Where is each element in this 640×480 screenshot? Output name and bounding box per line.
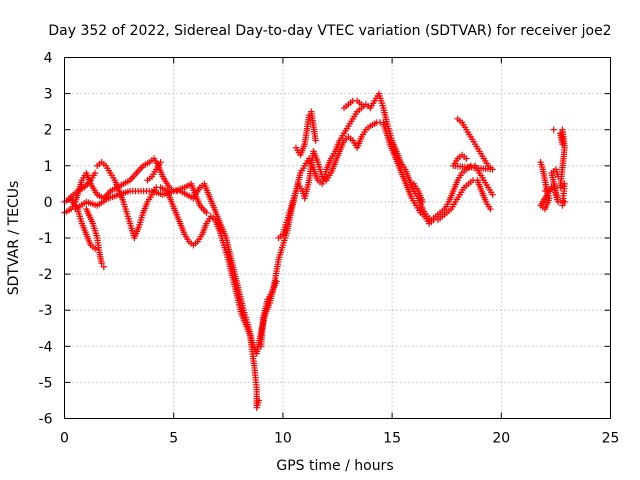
data-point — [358, 101, 365, 108]
x-axis-title: GPS time / hours — [276, 458, 393, 474]
x-tick-label: 25 — [602, 431, 620, 447]
grid — [64, 57, 611, 419]
y-tick-label: -3 — [39, 303, 53, 319]
plot-frame — [64, 57, 611, 419]
data-point — [255, 397, 263, 404]
data-point — [312, 137, 319, 144]
y-axis-title: SDTVAR / TECUs — [6, 181, 22, 296]
data-points — [61, 90, 568, 411]
y-tick-label: 4 — [44, 51, 53, 67]
data-point — [463, 155, 470, 162]
data-point — [98, 260, 105, 267]
data-point — [273, 278, 280, 285]
data-point — [419, 198, 426, 206]
y-tick-label: 0 — [44, 195, 53, 211]
data-point — [541, 187, 549, 195]
chart-title: Day 352 of 2022, Sidereal Day-to-day VTE… — [48, 23, 611, 39]
data-point — [559, 202, 566, 209]
y-tick-label: -5 — [39, 375, 53, 391]
y-tick-label: -1 — [39, 231, 53, 247]
data-point — [157, 158, 164, 166]
data-point — [550, 126, 557, 133]
x-tick-label: 20 — [492, 431, 510, 447]
axis-ticks: 0 5 10 15 20 25 -6 -5 -4 -3 -2 -1 0 1 2 3 4 — [39, 51, 620, 447]
x-tick-label: 5 — [169, 431, 178, 447]
y-tick-label: -4 — [39, 339, 53, 355]
data-point — [561, 198, 568, 206]
y-tick-label: 1 — [44, 159, 53, 175]
y-tick-label: 2 — [44, 123, 53, 139]
data-point — [489, 191, 496, 198]
x-tick-label: 0 — [60, 431, 69, 447]
data-point — [91, 169, 99, 177]
data-point — [100, 263, 108, 271]
data-point — [203, 209, 210, 216]
x-tick-label: 10 — [274, 431, 292, 447]
data-point — [487, 205, 494, 213]
x-tick-label: 15 — [383, 431, 401, 447]
y-tick-label: 3 — [44, 87, 53, 103]
y-tick-label: -6 — [39, 412, 53, 428]
data-point — [91, 245, 99, 253]
y-tick-label: -2 — [39, 267, 53, 283]
